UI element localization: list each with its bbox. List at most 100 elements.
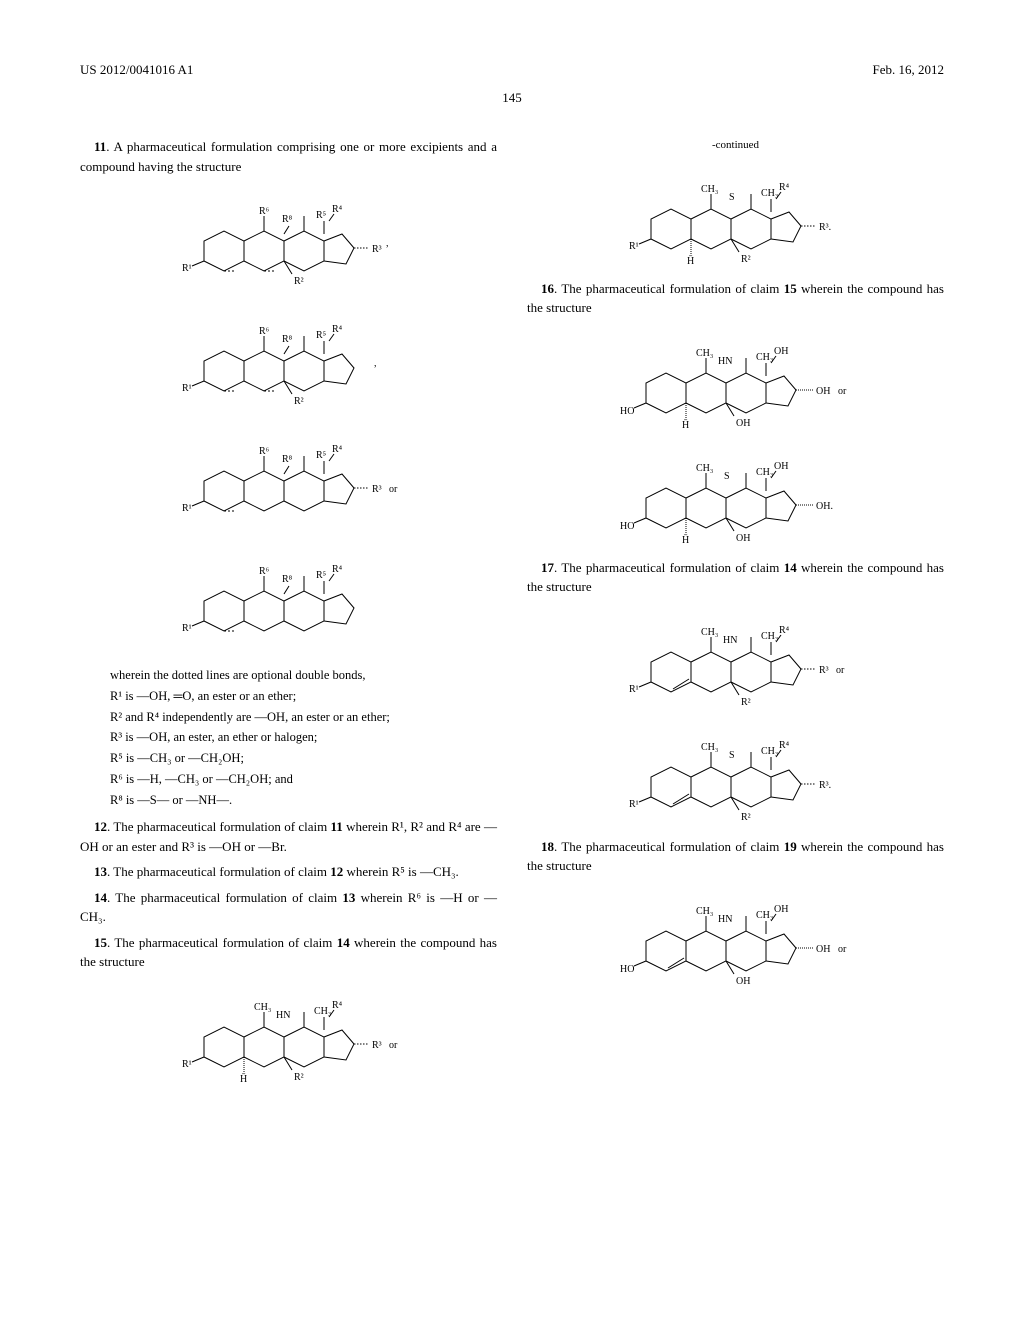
- svg-text:OH.: OH.: [816, 501, 833, 512]
- svg-text:CH₃: CH₃: [761, 188, 778, 199]
- claim-text-a: . The pharmaceutical formulation of clai…: [554, 281, 784, 296]
- svg-text:CH₃: CH₃: [696, 348, 713, 359]
- svg-text:CH₃: CH₃: [314, 1006, 331, 1017]
- structure-diagram-1: R¹ R² R³ , R⁴ R⁵ R⁸ R⁶: [80, 186, 497, 296]
- svg-text:R³: R³: [372, 484, 382, 495]
- svg-text:R¹: R¹: [182, 1059, 192, 1070]
- svg-text:R³: R³: [819, 665, 829, 676]
- svg-text:OH: OH: [736, 533, 750, 544]
- claim-12: 12. The pharmaceutical formulation of cl…: [80, 817, 497, 856]
- svg-text:,: ,: [374, 358, 377, 369]
- claim-ref: 12: [330, 864, 343, 879]
- svg-text:R⁴: R⁴: [779, 740, 790, 751]
- svg-text:R²: R²: [294, 396, 304, 407]
- claim-ref: 15: [784, 281, 797, 296]
- svg-text:H̄: H̄: [682, 419, 689, 431]
- svg-text:R⁶: R⁶: [259, 566, 270, 577]
- structure-claim-18a: HO OH OH or OH CH₃ HN CH₃: [527, 886, 944, 986]
- svg-text:HO: HO: [620, 406, 634, 417]
- structure-diagram-4: R¹ R⁴ R⁵ R⁸ R⁶: [80, 546, 497, 656]
- claim-14: 14. The pharmaceutical formulation of cl…: [80, 888, 497, 927]
- claim-ref: 11: [331, 819, 343, 834]
- structure-claim-17b: R¹ R² R³. R⁴ CH₃ S CH₃: [527, 722, 944, 827]
- svg-text:R²: R²: [741, 697, 751, 708]
- svg-text:HN: HN: [718, 356, 732, 367]
- structure-diagram-3: R¹ R³ or R⁴ R⁵ R⁸ R⁶: [80, 426, 497, 536]
- svg-text:CH₃: CH₃: [701, 742, 718, 753]
- claim-number: 14: [94, 890, 107, 905]
- claim-text-a: . The pharmaceutical formulation of clai…: [554, 839, 784, 854]
- continued-label: -continued: [527, 137, 944, 154]
- claim-text-b: wherein R⁵ is —CH₃.: [343, 864, 459, 879]
- svg-text:R⁴: R⁴: [332, 324, 343, 335]
- svg-text:CH₃: CH₃: [761, 746, 778, 757]
- claim-ref: 14: [337, 935, 350, 950]
- svg-text:OH: OH: [736, 418, 750, 429]
- claim-17: 17. The pharmaceutical formulation of cl…: [527, 558, 944, 597]
- svg-text:R⁸: R⁸: [282, 334, 293, 345]
- svg-text:R⁶: R⁶: [259, 446, 270, 457]
- svg-text:OH: OH: [774, 346, 788, 357]
- claim-16: 16. The pharmaceutical formulation of cl…: [527, 279, 944, 318]
- svg-text:CH₃: CH₃: [254, 1002, 271, 1013]
- claim-number: 11: [94, 139, 106, 154]
- svg-text:H̄: H̄: [682, 534, 689, 546]
- def-r1: R¹ is —OH, ═O, an ester or an ether;: [110, 687, 497, 706]
- svg-text:R⁵: R⁵: [316, 450, 326, 461]
- svg-text:R³: R³: [372, 244, 382, 255]
- svg-text:CH₃: CH₃: [701, 627, 718, 638]
- svg-text:S: S: [724, 471, 730, 482]
- claim-text-a: . The pharmaceutical formulation of clai…: [107, 935, 337, 950]
- svg-text:CH₃: CH₃: [756, 352, 773, 363]
- svg-text:R¹: R¹: [182, 383, 192, 394]
- structure-claim-15a: R¹ R² R³ or R⁴ CH₃ HN CH₃ H̄: [80, 982, 497, 1087]
- svg-text:or: or: [838, 944, 847, 955]
- svg-text:OH: OH: [816, 944, 830, 955]
- svg-text:HN: HN: [276, 1010, 290, 1021]
- svg-text:R¹: R¹: [629, 799, 639, 810]
- svg-text:,: ,: [386, 238, 389, 249]
- def-r6: R⁶ is —H, —CH₃ or —CH₂OH; and: [110, 770, 497, 789]
- svg-text:OH: OH: [816, 386, 830, 397]
- claim-ref: 13: [342, 890, 355, 905]
- claim-text-a: . The pharmaceutical formulation of clai…: [107, 864, 330, 879]
- structure-claim-16a: HO OH OH or OH CH₃ HN CH₃ H̄: [527, 328, 944, 433]
- svg-text:OH: OH: [736, 976, 750, 986]
- claim-11: 11. A pharmaceutical formulation compris…: [80, 137, 497, 176]
- svg-text:or: or: [836, 665, 845, 676]
- svg-text:OH: OH: [774, 461, 788, 472]
- claim-number: 13: [94, 864, 107, 879]
- svg-text:HO: HO: [620, 521, 634, 532]
- svg-text:R³.: R³.: [819, 222, 831, 233]
- svg-text:R⁴: R⁴: [779, 625, 790, 636]
- claim-ref: 19: [784, 839, 797, 854]
- claim-11-definitions: wherein the dotted lines are optional do…: [110, 666, 497, 809]
- claim-number: 17: [541, 560, 554, 575]
- claim-number: 15: [94, 935, 107, 950]
- svg-text:R²: R²: [741, 812, 751, 823]
- claim-text-a: . The pharmaceutical formulation of clai…: [107, 819, 331, 834]
- content-columns: 11. A pharmaceutical formulation compris…: [80, 137, 944, 1097]
- svg-text:OH: OH: [774, 904, 788, 915]
- svg-text:HO: HO: [620, 964, 634, 975]
- svg-text:R⁵: R⁵: [316, 210, 326, 221]
- claim-number: 16: [541, 281, 554, 296]
- claim-ref: 14: [784, 560, 797, 575]
- structure-claim-15b: R¹ R² R³. R⁴ CH₃ S CH₃ H̄: [527, 164, 944, 269]
- svg-text:R⁶: R⁶: [259, 326, 270, 337]
- def-r5: R⁵ is —CH₃ or —CH₂OH;: [110, 749, 497, 768]
- claim-text-a: . The pharmaceutical formulation of clai…: [107, 890, 342, 905]
- page-number: 145: [80, 88, 944, 108]
- svg-text:R¹: R¹: [182, 263, 192, 274]
- claim-13: 13. The pharmaceutical formulation of cl…: [80, 862, 497, 882]
- svg-text:HN: HN: [718, 914, 732, 925]
- svg-text:R²: R²: [294, 276, 304, 287]
- publication-date: Feb. 16, 2012: [873, 60, 945, 80]
- svg-text:R¹: R¹: [182, 503, 192, 514]
- def-r8: R⁸ is —S— or —NH—.: [110, 791, 497, 810]
- claim-15: 15. The pharmaceutical formulation of cl…: [80, 933, 497, 972]
- claim-18: 18. The pharmaceutical formulation of cl…: [527, 837, 944, 876]
- structure-claim-16b: HO OH OH. OH CH₃ S CH₃ H̄: [527, 443, 944, 548]
- svg-text:R⁵: R⁵: [316, 570, 326, 581]
- svg-text:or: or: [389, 1040, 398, 1051]
